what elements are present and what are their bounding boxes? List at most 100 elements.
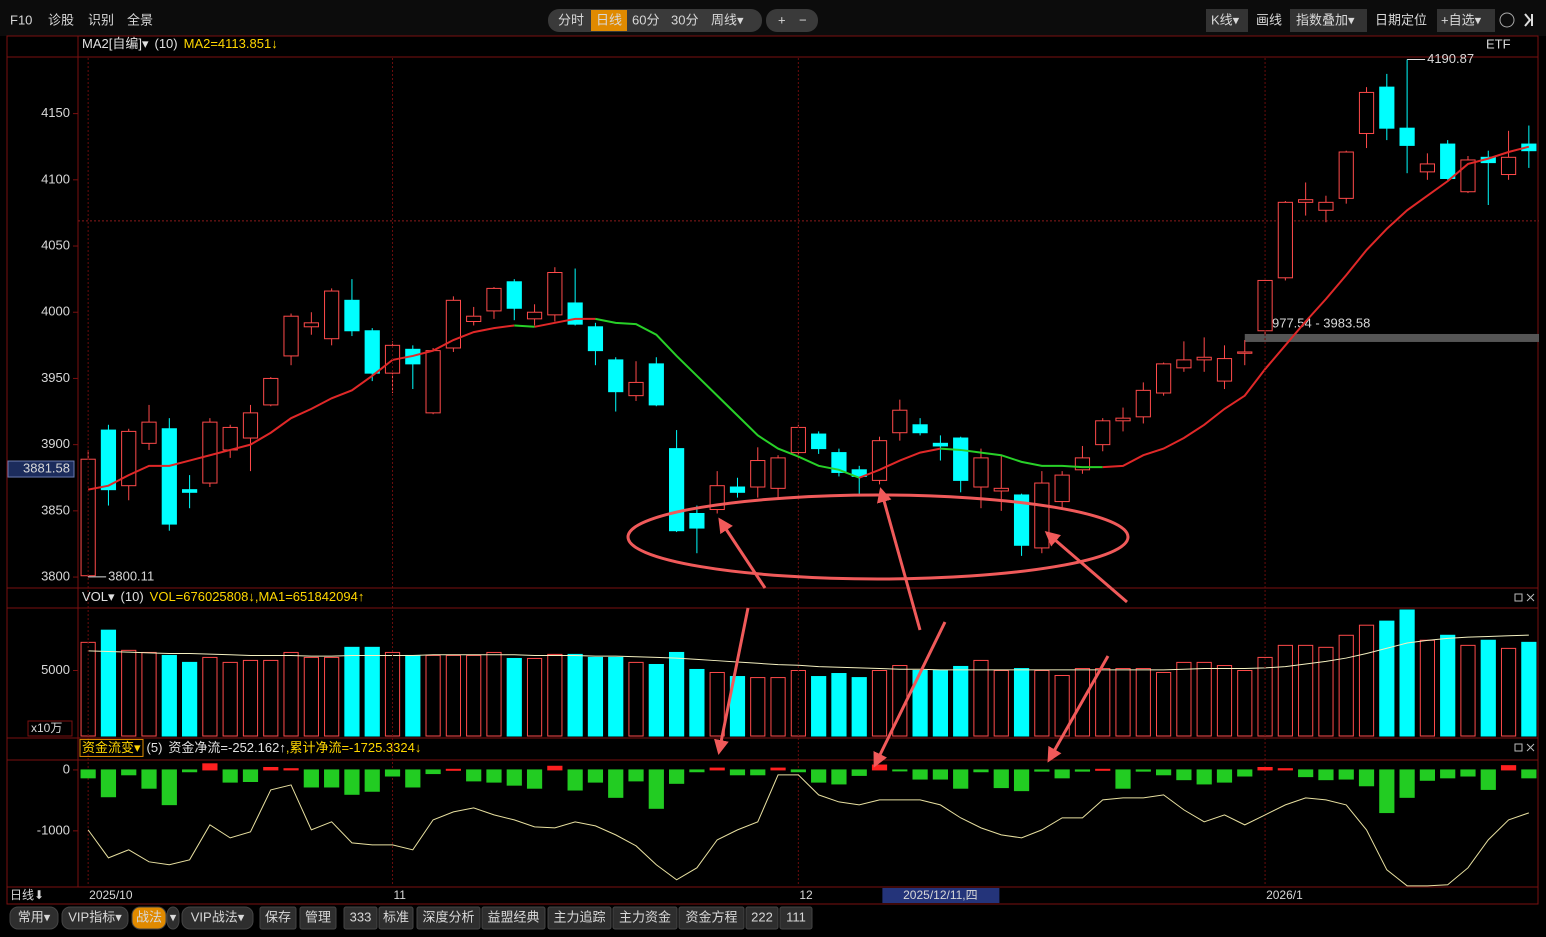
tab[interactable]: 333 (350, 909, 372, 924)
bar (80, 641, 96, 737)
candle-body (1277, 201, 1293, 279)
tab-bg[interactable] (547, 906, 612, 930)
help-icon[interactable] (1499, 12, 1515, 28)
toolbar-button[interactable]: − (799, 12, 807, 27)
tab-bg[interactable] (299, 906, 337, 930)
toolbar-button[interactable]: 画线 (1256, 12, 1282, 27)
panel-buttons[interactable] (1514, 593, 1535, 602)
toolbar-button[interactable]: +自选▾ (1441, 12, 1482, 27)
tab[interactable]: ▾ (170, 909, 177, 924)
tab[interactable]: 益盟经典 (487, 909, 539, 924)
tab-bg[interactable] (745, 906, 779, 930)
candle-body (648, 363, 664, 406)
y-tick-label: 4150 (41, 105, 70, 120)
tab-bg[interactable] (9, 906, 59, 930)
bar (1115, 668, 1131, 737)
tab[interactable]: 标准 (383, 909, 409, 924)
toolbar-button[interactable]: 识别 (88, 12, 114, 27)
bar (161, 769, 177, 806)
candle-body (1176, 359, 1192, 369)
bar (486, 651, 502, 737)
bar (1358, 624, 1375, 737)
y-tick-label: 3800 (41, 568, 70, 583)
candle-body (811, 433, 827, 450)
bar (242, 659, 259, 737)
tab-bg[interactable] (181, 906, 254, 930)
arrow (714, 607, 750, 755)
header-part[interactable]: 资金流变▾ (82, 740, 141, 755)
toolbar-button[interactable]: 30分 (671, 12, 698, 27)
candle-body (567, 302, 583, 325)
bar (1318, 646, 1334, 737)
crosshair-date-box (882, 888, 1000, 903)
tab-bg[interactable] (779, 906, 813, 930)
candle-body (1440, 143, 1456, 179)
bar (486, 769, 502, 783)
toolbar-button[interactable]: 60分 (632, 12, 659, 27)
bar (1176, 769, 1192, 781)
crosshair-value-box (7, 460, 75, 478)
tab[interactable]: 主力资金 (619, 909, 671, 924)
toolbar-button[interactable]: F10 (10, 12, 32, 27)
tab-bg[interactable] (166, 906, 180, 930)
tab-bg[interactable] (378, 906, 414, 930)
tab[interactable]: 主力追踪 (553, 909, 605, 924)
tab[interactable]: 深度分析 (422, 909, 474, 924)
candle-body (324, 290, 340, 340)
toolbar-button[interactable]: K线▾ (1211, 12, 1240, 27)
tab[interactable]: 管理 (305, 909, 331, 924)
toolbar-button[interactable]: 日期定位 (1375, 12, 1427, 27)
collapse-icon[interactable] (1524, 13, 1533, 27)
toolbar-button[interactable]: 全景 (127, 12, 153, 27)
tab[interactable]: VIP战法▾ (191, 909, 245, 924)
ma-line (940, 447, 1103, 469)
tab-bg[interactable] (259, 906, 297, 930)
toolbar-button[interactable]: 分时 (558, 12, 584, 27)
bar (953, 665, 969, 737)
candle-body (1156, 363, 1172, 394)
candle-body (1115, 417, 1131, 422)
bar (567, 769, 583, 791)
annotations (626, 487, 1130, 768)
y-tick-label: 3900 (41, 436, 70, 451)
toolbar-button[interactable]: 周线▾ (711, 12, 744, 27)
tab-bg[interactable] (61, 906, 129, 930)
bar (567, 653, 583, 737)
tab[interactable]: 保存 (265, 909, 291, 924)
tab[interactable]: VIP指标▾ (68, 909, 122, 924)
tab-bg[interactable] (416, 906, 481, 930)
tab-bg[interactable] (131, 906, 167, 930)
tab-bg[interactable] (612, 906, 678, 930)
header-part[interactable]: VOL▾ (82, 589, 115, 604)
candle-body (1500, 156, 1517, 176)
toolbar-button[interactable]: 指数叠加▾ (1296, 12, 1355, 27)
bar (506, 769, 522, 786)
ma-line (858, 447, 941, 479)
panel-buttons[interactable] (1514, 743, 1535, 752)
toolbar-button[interactable]: 诊股 (48, 12, 74, 27)
bar (1399, 769, 1415, 798)
candle-body (1338, 151, 1354, 199)
toolbar-button[interactable]: 日线 (596, 12, 622, 27)
bar (851, 677, 867, 737)
tab-bg[interactable] (678, 906, 745, 930)
bar (1095, 768, 1111, 771)
tab[interactable]: 战法 (136, 909, 162, 924)
bar (1500, 765, 1517, 771)
tab[interactable]: 资金方程 (685, 909, 737, 924)
panel-icons (1514, 593, 1535, 752)
tab[interactable]: 常用▾ (18, 909, 51, 924)
y-tick-label: 5000 (41, 662, 70, 677)
candle-body (912, 424, 928, 434)
candle-body (141, 421, 157, 444)
tab[interactable]: 111 (786, 909, 806, 924)
tab[interactable]: 222 (751, 909, 773, 924)
candle-body (344, 299, 360, 332)
header-part[interactable]: MA2[自编]▾ (82, 36, 149, 51)
toolbar-button[interactable]: + (778, 12, 786, 27)
tab-bg[interactable] (343, 906, 378, 930)
bar (1338, 769, 1354, 780)
bar (1460, 769, 1476, 777)
tab-bg[interactable] (481, 906, 546, 930)
bar (1034, 670, 1050, 737)
